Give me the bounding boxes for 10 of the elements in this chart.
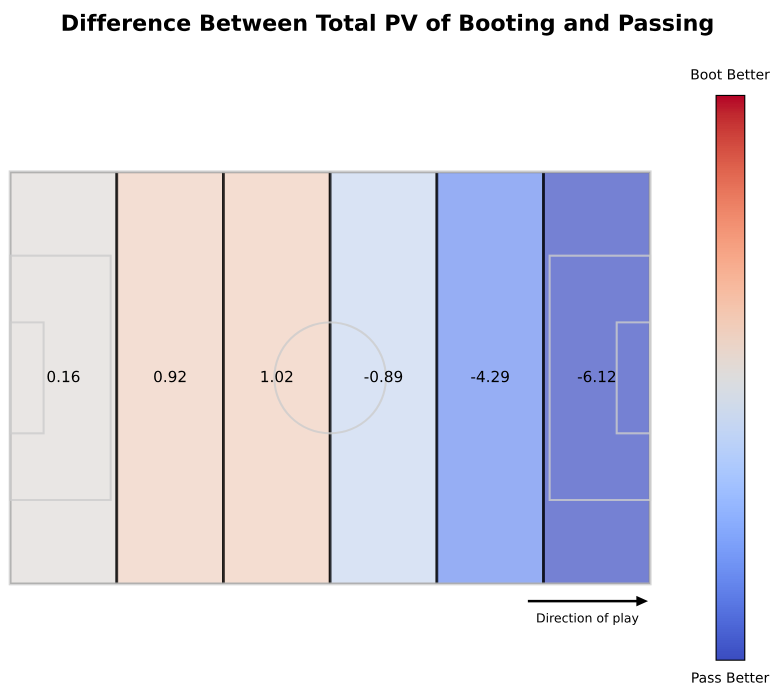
- data-label: -6.12: [578, 370, 616, 382]
- chart-title: Difference Between Total PV of Booting and Passing: [62, 14, 712, 36]
- data-label: -0.89: [364, 370, 402, 382]
- data-label: 0.92: [154, 370, 186, 382]
- text: Pass Better: [692, 672, 770, 683]
- text: Boot Better: [692, 69, 770, 80]
- data-label: 0.16: [47, 370, 80, 382]
- data-label: 1.02: [261, 370, 292, 382]
- data-label: -4.29: [471, 370, 509, 382]
- text: Direction of play: [537, 612, 639, 626]
